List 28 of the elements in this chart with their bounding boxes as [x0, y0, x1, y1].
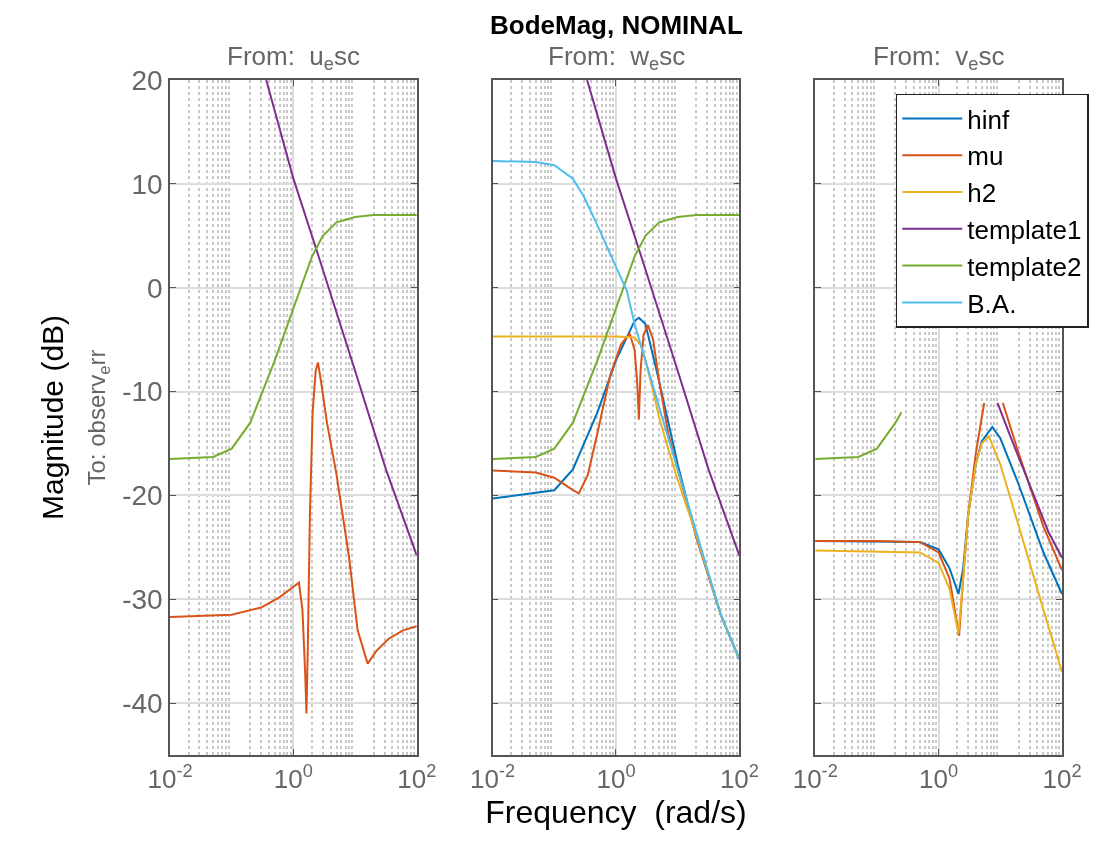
legend-label: h2 [967, 178, 997, 209]
x-tick-label: 10$^{0}$ [273, 761, 313, 794]
legend-label: B.A. [967, 288, 1017, 319]
x-tick-label: 10$^{2}$ [397, 761, 437, 794]
chart-subtitle: From: v$_{e}$sc [873, 41, 1005, 75]
legend-label: hinf [967, 104, 1010, 135]
x-tick-label: 10$^{-2}$ [147, 761, 193, 794]
x-tick-label: 10$^{-2}$ [470, 761, 516, 794]
y-tick-label: 0 [147, 272, 163, 304]
legend-label: template2 [967, 251, 1082, 282]
x-tick-label: 10$^{2}$ [1042, 761, 1082, 794]
legend-label: mu [967, 141, 1004, 172]
legend-label: template1 [967, 214, 1082, 245]
x-tick-label: 10$^{0}$ [919, 761, 959, 794]
chart-subtitle: From: u$_{e}$sc [227, 41, 360, 75]
y-tick-label: -20 [122, 480, 163, 512]
y-tick-label: 10 [131, 168, 163, 200]
y-tick-label: -40 [122, 687, 163, 719]
chart-title: BodeMag, NOMINAL [490, 10, 743, 40]
y-axis-title: Magnitude (dB) [35, 314, 69, 521]
y-tick-label: 20 [131, 64, 163, 96]
x-tick-label: 10$^{0}$ [596, 761, 636, 794]
y-tick-label: -10 [122, 376, 163, 408]
x-axis-title: Frequency (rad/s) [485, 793, 747, 830]
x-tick-label: 10$^{2}$ [719, 761, 759, 794]
y-tick-label: -30 [122, 584, 163, 616]
x-tick-label: 10$^{-2}$ [792, 761, 838, 794]
chart-subtitle: From: w$_{e}$sc [548, 41, 686, 75]
